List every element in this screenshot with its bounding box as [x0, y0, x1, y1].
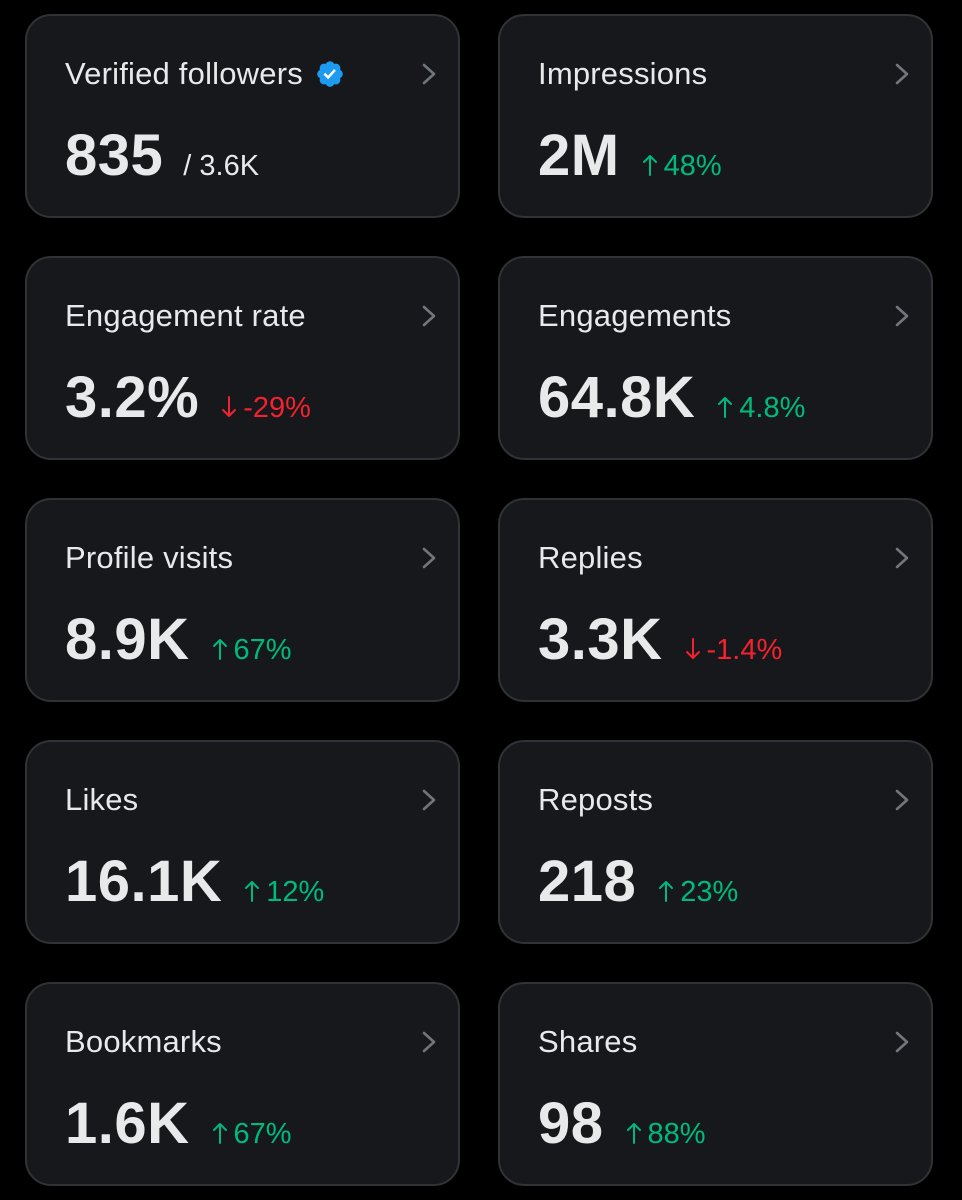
chevron-right-icon	[422, 547, 436, 569]
metric-card-likes[interactable]: Likes 16.1K 12%	[25, 740, 460, 944]
chevron-right-icon	[422, 305, 436, 327]
arrow-up-icon	[659, 881, 674, 902]
metric-label-row: Reposts	[538, 780, 653, 820]
metric-label-row: Verified followers	[65, 54, 345, 94]
metric-label-row: Profile visits	[65, 538, 233, 578]
chevron-right-icon	[895, 547, 909, 569]
metric-label: Likes	[65, 782, 139, 817]
metric-value-row: 64.8K 4.8%	[538, 362, 805, 434]
metric-label: Shares	[538, 1024, 638, 1059]
metric-value: 3.2%	[65, 365, 200, 430]
metric-delta: 23%	[658, 876, 738, 909]
metric-value: 98	[538, 1091, 604, 1156]
metric-card-engagement-rate[interactable]: Engagement rate 3.2% -29%	[25, 256, 460, 460]
metric-value-row: 1.6K 67%	[65, 1088, 292, 1160]
metric-label-row: Likes	[65, 780, 138, 820]
arrow-up-icon	[212, 639, 227, 660]
arrow-down-icon	[222, 396, 237, 417]
metric-delta: -29%	[221, 392, 311, 425]
metric-delta-value: 23%	[680, 876, 739, 908]
arrow-up-icon	[212, 1123, 227, 1144]
chevron-right-icon	[895, 63, 909, 85]
metric-value-row: 16.1K 12%	[65, 846, 324, 918]
metric-delta: 88%	[626, 1118, 706, 1151]
metric-delta: 48%	[642, 150, 722, 183]
metric-total: / 3.6K	[183, 150, 260, 182]
metric-value: 835	[65, 123, 164, 188]
metric-value: 218	[538, 849, 637, 914]
chevron-right-icon	[895, 789, 909, 811]
metric-value-row: 98 88%	[538, 1088, 706, 1160]
metric-value: 3.3K	[538, 607, 663, 672]
metric-delta: 67%	[212, 634, 292, 667]
metric-label-row: Bookmarks	[65, 1022, 222, 1062]
metric-label: Engagements	[538, 298, 732, 333]
verified-badge-icon	[317, 61, 343, 87]
arrow-up-icon	[642, 155, 657, 176]
metric-label: Verified followers	[65, 56, 303, 91]
metric-card-shares[interactable]: Shares 98 88%	[498, 982, 933, 1186]
metric-delta: -1.4%	[685, 634, 783, 667]
metric-label: Profile visits	[65, 540, 234, 575]
metric-value-row: 2M 48%	[538, 120, 722, 192]
metric-value-row: 8.9K 67%	[65, 604, 292, 676]
metric-delta: 67%	[212, 1118, 292, 1151]
metric-label: Reposts	[538, 782, 654, 817]
metric-delta: 12%	[244, 876, 324, 909]
metric-delta-value: -1.4%	[706, 634, 783, 666]
metric-label-row: Impressions	[538, 54, 707, 94]
chevron-right-icon	[895, 1031, 909, 1053]
metric-value-row: 3.2% -29%	[65, 362, 311, 434]
metric-delta-value: 67%	[233, 1118, 292, 1150]
metric-label: Engagement rate	[65, 298, 306, 333]
metric-value-row: 218 23%	[538, 846, 738, 918]
metric-value-row: 3.3K -1.4%	[538, 604, 782, 676]
metric-label-row: Engagements	[538, 296, 732, 336]
arrow-up-icon	[245, 881, 260, 902]
arrow-up-icon	[718, 397, 733, 418]
chevron-right-icon	[422, 63, 436, 85]
metric-delta-value: 48%	[663, 150, 722, 182]
arrow-up-icon	[626, 1123, 641, 1144]
metric-value: 1.6K	[65, 1091, 190, 1156]
metric-label: Impressions	[538, 56, 708, 91]
metric-label-row: Engagement rate	[65, 296, 306, 336]
metric-delta-value: 88%	[647, 1118, 706, 1150]
metric-label: Replies	[538, 540, 643, 575]
metric-card-bookmarks[interactable]: Bookmarks 1.6K 67%	[25, 982, 460, 1186]
metric-card-replies[interactable]: Replies 3.3K -1.4%	[498, 498, 933, 702]
metrics-grid: Verified followers 835 / 3.6K Impression…	[25, 14, 933, 1186]
metric-label-row: Replies	[538, 538, 643, 578]
metric-delta-value: 12%	[266, 876, 325, 908]
metric-delta-value: 4.8%	[739, 392, 806, 424]
metric-card-engagements[interactable]: Engagements 64.8K 4.8%	[498, 256, 933, 460]
metric-card-impressions[interactable]: Impressions 2M 48%	[498, 14, 933, 218]
metric-card-reposts[interactable]: Reposts 218 23%	[498, 740, 933, 944]
metric-value: 16.1K	[65, 849, 223, 914]
arrow-down-icon	[685, 638, 700, 659]
metric-delta-value: 67%	[233, 634, 292, 666]
metric-value-row: 835 / 3.6K	[65, 120, 259, 192]
metric-label-row: Shares	[538, 1022, 637, 1062]
metric-card-profile-visits[interactable]: Profile visits 8.9K 67%	[25, 498, 460, 702]
metric-delta: 4.8%	[717, 392, 805, 425]
chevron-right-icon	[895, 305, 909, 327]
metric-value: 8.9K	[65, 607, 190, 672]
metric-value: 2M	[538, 123, 620, 188]
metric-card-verified-followers[interactable]: Verified followers 835 / 3.6K	[25, 14, 460, 218]
chevron-right-icon	[422, 1031, 436, 1053]
chevron-right-icon	[422, 789, 436, 811]
metric-delta-value: -29%	[243, 392, 311, 424]
metric-value: 64.8K	[538, 365, 696, 430]
metric-label: Bookmarks	[65, 1024, 222, 1059]
